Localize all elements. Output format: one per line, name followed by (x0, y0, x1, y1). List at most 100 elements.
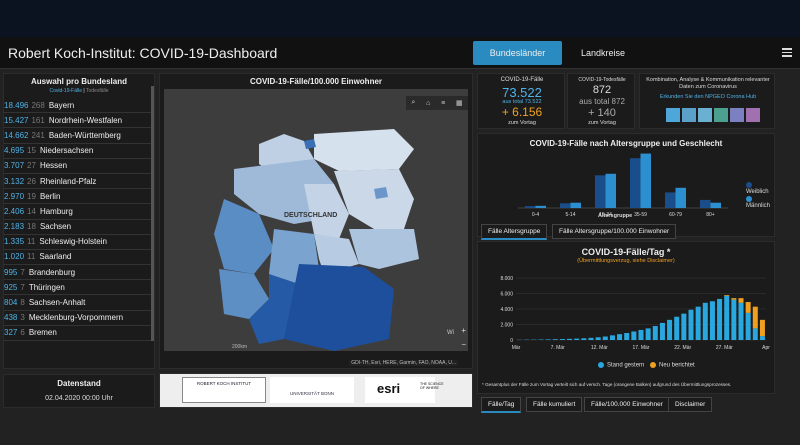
hub-map-icon[interactable] (666, 108, 680, 122)
age-bar (700, 199, 711, 208)
state-row[interactable]: 18.496 268 Bayern (4, 98, 152, 114)
tab-disclaimer[interactable]: Disclaimer (668, 397, 713, 412)
day-ytick-label: 0 (510, 338, 513, 344)
state-row[interactable]: 15.427 161 Nordrhein-Westfalen (4, 113, 152, 129)
hub-chart-icon[interactable] (682, 108, 696, 122)
state-cases: 2.183 (4, 222, 25, 232)
region-bayern (284, 264, 394, 351)
day-xtick-label: 12. Mär (591, 345, 608, 351)
region-brandenburg (334, 169, 414, 229)
region-nrw (214, 199, 274, 274)
hub-health-icon[interactable] (714, 108, 728, 122)
state-row[interactable]: 2.970 19 Berlin (4, 189, 152, 205)
state-name: Baden-Württemberg (48, 130, 121, 140)
state-name: Bremen (28, 328, 57, 338)
search-icon[interactable]: ⌕ (411, 99, 416, 106)
state-deaths: 11 (27, 237, 36, 247)
tab-landkreise[interactable]: Landkreise (580, 48, 626, 58)
zoom-out-button[interactable]: − (461, 340, 466, 349)
day-xtick-label: 7. Mär (551, 345, 566, 351)
esri-logo: esri (365, 377, 435, 403)
hub-data-icon[interactable] (730, 108, 744, 122)
day-bar-gestern (645, 328, 651, 340)
state-deaths: 241 (31, 130, 45, 140)
state-row[interactable]: 995 7 Brandenburg (4, 265, 152, 281)
legend-maennlich: Männlich (746, 196, 774, 209)
zoom-in-button[interactable]: + (461, 326, 466, 335)
state-row[interactable]: 3.132 26 Rheinland-Pfalz (4, 174, 152, 190)
state-list-title: Auswahl pro Bundesland (30, 77, 127, 86)
day-bar-neu (731, 298, 737, 300)
tab-faelle-100k[interactable]: Fälle/100.000 Einwohner (584, 397, 670, 412)
state-cases: 1.335 (4, 237, 25, 247)
state-deaths: 7 (20, 282, 25, 292)
list-scrollbar[interactable] (151, 86, 154, 341)
cases-stat-panel: COVID-19-Fälle 73.522 aus total 73.522 +… (477, 73, 565, 129)
state-cases: 804 (4, 298, 18, 308)
day-bar-gestern (738, 302, 744, 340)
age-chart-panel: COVID-19-Fälle nach Altersgruppe und Ges… (477, 133, 775, 237)
state-cases: 18.496 (4, 100, 29, 110)
hub-info-icon[interactable] (746, 108, 760, 122)
hub-people-icon[interactable] (698, 108, 712, 122)
state-name: Mecklenburg-Vorpommern (28, 313, 124, 323)
map-widget-label[interactable]: Wi (447, 330, 454, 336)
grid-icon[interactable]: ▦ (455, 100, 463, 107)
state-row[interactable]: 3.707 27 Hessen (4, 159, 152, 174)
legend-maennlich-dot (746, 196, 752, 202)
day-chart-panel: COVID-19-Fälle/Tag * (Übermittlungsverzu… (477, 241, 775, 394)
legend-weiblich: Weiblich (746, 182, 774, 195)
region-rheinland-pfalz (219, 269, 269, 319)
tab-bundeslaender[interactable]: Bundesländer (473, 41, 562, 65)
state-row[interactable]: 327 6 Bremen (4, 326, 152, 341)
day-bar-gestern (552, 339, 558, 340)
state-deaths: 3 (20, 313, 25, 323)
state-name: Bayern (48, 100, 75, 110)
state-row[interactable]: 2.183 18 Sachsen (4, 220, 152, 235)
state-row[interactable]: 4.695 15 Niedersachsen (4, 144, 152, 159)
state-cases: 995 (4, 267, 18, 277)
state-row[interactable]: 1.020 11 Saarland (4, 250, 152, 266)
tab-faelle-tag[interactable]: Fälle/Tag (481, 397, 522, 413)
state-deaths: 7 (20, 267, 25, 277)
state-row[interactable]: 1.335 11 Schleswig-Holstein (4, 235, 152, 250)
hub-link[interactable]: Erkunden Sie den NPGEO Corona Hub (659, 94, 757, 100)
tab-faelle-altersgruppe-100k[interactable]: Fälle Altersgruppe/100.000 Einwohner (552, 224, 677, 239)
day-xtick-label: 22. Mär (674, 345, 691, 351)
state-name: Sachsen-Anhalt (28, 298, 86, 308)
deaths-stat-panel: COVID-19-Todesfälle 872 aus total 872 + … (567, 73, 635, 129)
state-row[interactable]: 925 7 Thüringen (4, 280, 152, 296)
state-row[interactable]: 2.406 14 Hamburg (4, 204, 152, 220)
legend-neu-berichtet: Neu berichtet (650, 362, 695, 369)
state-name: Niedersachsen (39, 146, 94, 156)
legend-stand-gestern: Stand gestern (598, 362, 644, 369)
state-row[interactable]: 804 8 Sachsen-Anhalt (4, 295, 152, 311)
legend-stand-gestern-dot (598, 362, 604, 368)
state-row[interactable]: 14.662 241 Baden-Württemberg (4, 128, 152, 144)
logos-panel: ROBERT KOCH INSTITUT UNIVERSITÄT BONN es… (159, 373, 473, 408)
day-chart-svg: 0 2.000 4.000 6.000 8.000 Mär 7. Mär 12. Mär 17.… (500, 276, 770, 351)
tab-faelle-altersgruppe[interactable]: Fälle Altersgruppe (481, 224, 548, 240)
region-berlin (374, 187, 388, 199)
state-cases: 2.970 (4, 191, 25, 201)
day-bar-gestern (759, 336, 765, 340)
hub-info-text: Kombination, Analyse & Kommunikation rel… (646, 77, 770, 90)
cases-delta: + 6.156 (501, 105, 543, 119)
map-svg[interactable]: DEUTSCHLAND (164, 89, 468, 351)
day-chart-footnote: * Gesamtplus der Fälle zum Vortag vertei… (482, 382, 732, 387)
day-bar-gestern (588, 337, 594, 340)
day-bar-neu (738, 298, 744, 303)
cases-delta-label: zum Vortag (508, 120, 536, 126)
layers-icon[interactable]: ≡ (441, 99, 446, 107)
tab-faelle-kumuliert[interactable]: Fälle kumuliert (526, 397, 583, 412)
home-icon[interactable]: ⌂ (426, 99, 431, 107)
hamburger-menu-icon[interactable] (782, 46, 792, 59)
day-ytick-label: 4.000 (500, 307, 513, 313)
state-deaths: 14 (27, 206, 36, 216)
day-ytick-label: 8.000 (500, 276, 513, 282)
state-row[interactable]: 438 3 Mecklenburg-Vorpommern (4, 311, 152, 326)
deaths-value: 872 (592, 84, 612, 96)
age-tick-label: 35-59 (634, 212, 647, 218)
legend-stand-gestern-label: Stand gestern (607, 362, 645, 369)
state-cases: 438 (4, 313, 18, 323)
